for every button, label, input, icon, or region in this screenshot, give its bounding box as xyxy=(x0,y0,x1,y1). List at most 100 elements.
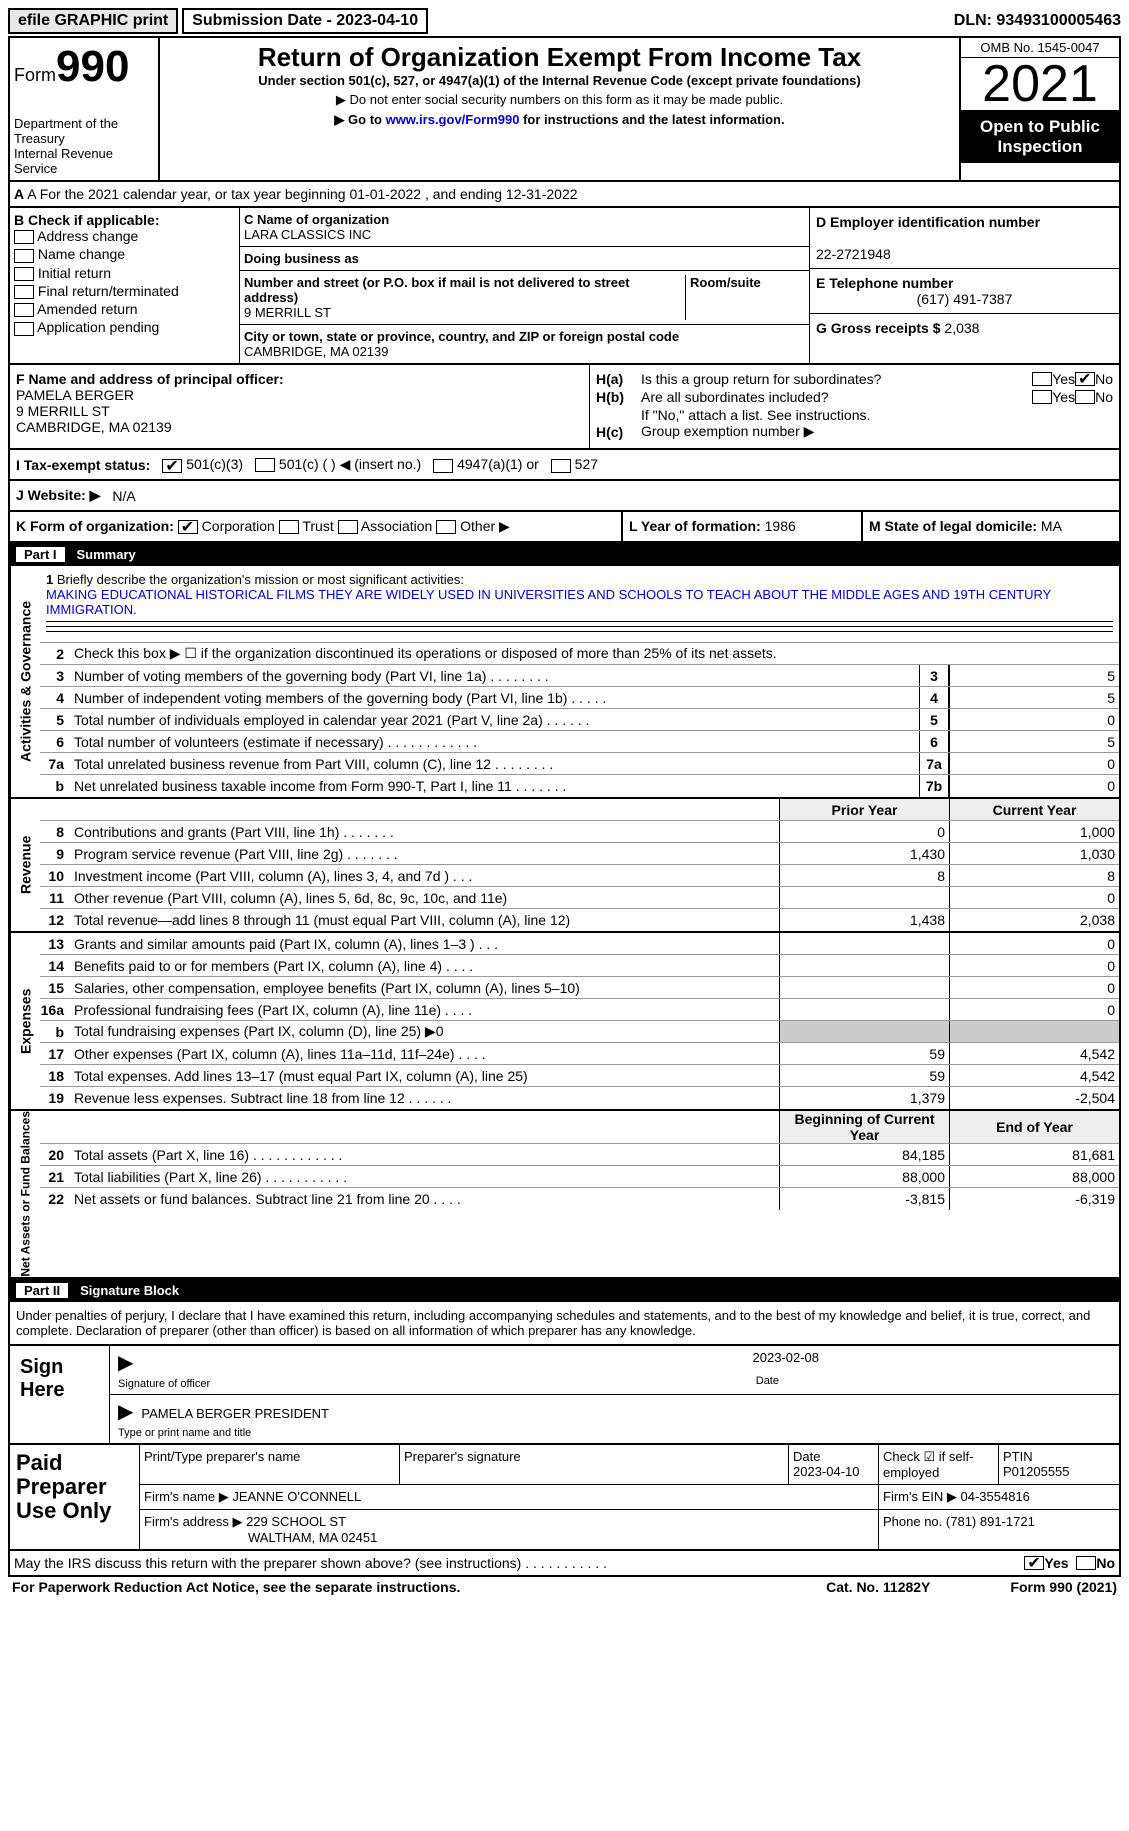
arrow-icon: ▶ xyxy=(118,1401,133,1423)
sig-date: 2023-02-08 xyxy=(753,1350,820,1365)
col-b: B Check if applicable: Address change Na… xyxy=(10,208,240,363)
line-12: 12Total revenue—add lines 8 through 11 (… xyxy=(40,909,1119,931)
row-klm: K Form of organization: Corporation Trus… xyxy=(8,512,1121,543)
col-beg: Beginning of Current Year xyxy=(779,1111,949,1143)
subtitle: Under section 501(c), 527, or 4947(a)(1)… xyxy=(168,73,951,88)
vlabel-exp: Expenses xyxy=(10,933,40,1109)
declaration: Under penalties of perjury, I declare th… xyxy=(10,1302,1119,1344)
section-bcd: B Check if applicable: Address change Na… xyxy=(8,208,1121,365)
firm-ein: 04-3554816 xyxy=(961,1489,1030,1504)
line-20: 20Total assets (Part X, line 16) . . . .… xyxy=(40,1144,1119,1166)
prep-date: 2023-04-10 xyxy=(793,1464,860,1479)
open-public: Open to Public Inspection xyxy=(961,111,1119,163)
ck-final[interactable] xyxy=(14,285,34,299)
line-9: 9Program service revenue (Part VIII, lin… xyxy=(40,843,1119,865)
arrow-icon: ▶ xyxy=(118,1352,133,1374)
line-21: 21Total liabilities (Part X, line 26) . … xyxy=(40,1166,1119,1188)
line-4: 4Number of independent voting members of… xyxy=(40,687,1119,709)
line-17: 17Other expenses (Part IX, column (A), l… xyxy=(40,1043,1119,1065)
col-prior: Prior Year xyxy=(779,799,949,820)
col-curr: Current Year xyxy=(949,799,1119,820)
form-label: Form xyxy=(14,65,56,85)
col-end: End of Year xyxy=(949,1111,1119,1143)
footer-discuss: May the IRS discuss this return with the… xyxy=(8,1551,1121,1577)
firm-addr: 229 SCHOOL ST xyxy=(246,1514,346,1529)
ck-501c[interactable] xyxy=(255,458,275,472)
ck-discuss-yes[interactable] xyxy=(1024,1556,1044,1570)
ck-trust[interactable] xyxy=(279,520,299,534)
form-number: 990 xyxy=(56,42,129,91)
org-street: 9 MERRILL ST xyxy=(244,305,331,320)
line-18: 18Total expenses. Add lines 13–17 (must … xyxy=(40,1065,1119,1087)
activities-governance: Activities & Governance 1 Briefly descri… xyxy=(8,566,1121,799)
part2-header: Part IISignature Block xyxy=(8,1279,1121,1302)
year-formed: 1986 xyxy=(765,518,796,534)
line-b: bTotal fundraising expenses (Part IX, co… xyxy=(40,1021,1119,1043)
ck-other[interactable] xyxy=(436,520,456,534)
sign-here: Sign Here xyxy=(10,1346,110,1443)
mission: 1 Briefly describe the organization's mi… xyxy=(40,566,1119,643)
submission-date: Submission Date - 2023-04-10 xyxy=(182,8,428,34)
ck-addr[interactable] xyxy=(14,230,34,244)
line-14: 14Benefits paid to or for members (Part … xyxy=(40,955,1119,977)
footer-notice: For Paperwork Reduction Act Notice, see … xyxy=(8,1577,1121,1597)
line-22: 22Net assets or fund balances. Subtract … xyxy=(40,1188,1119,1210)
irs: Internal Revenue Service xyxy=(14,146,154,176)
ck-app[interactable] xyxy=(14,322,34,336)
section-fh: F Name and address of principal officer:… xyxy=(8,365,1121,450)
row-i: I Tax-exempt status: 501(c)(3) 501(c) ( … xyxy=(8,450,1121,481)
line-13: 13Grants and similar amounts paid (Part … xyxy=(40,933,1119,955)
line-8: 8Contributions and grants (Part VIII, li… xyxy=(40,821,1119,843)
efile-btn[interactable]: efile GRAPHIC print xyxy=(8,8,178,34)
ck-hb-yes[interactable] xyxy=(1032,390,1052,404)
line-16a: 16aProfessional fundraising fees (Part I… xyxy=(40,999,1119,1021)
vlabel-ag: Activities & Governance xyxy=(10,566,40,797)
self-employed[interactable]: Check ☑ if self-employed xyxy=(879,1445,999,1484)
ck-ha-no[interactable] xyxy=(1075,372,1095,386)
ck-ha-yes[interactable] xyxy=(1032,372,1052,386)
vlabel-rev: Revenue xyxy=(10,799,40,931)
ck-hb-no[interactable] xyxy=(1075,390,1095,404)
state: MA xyxy=(1041,518,1062,534)
row-j: J Website: ▶N/A xyxy=(8,481,1121,512)
line-19: 19Revenue less expenses. Subtract line 1… xyxy=(40,1087,1119,1109)
org-name: LARA CLASSICS INC xyxy=(244,227,371,242)
line-11: 11Other revenue (Part VIII, column (A), … xyxy=(40,887,1119,909)
line-6: 6Total number of volunteers (estimate if… xyxy=(40,731,1119,753)
ck-527[interactable] xyxy=(551,459,571,473)
ck-name[interactable] xyxy=(14,249,34,263)
firm-phone: (781) 891-1721 xyxy=(946,1514,1035,1529)
col-de: D Employer identification number22-27219… xyxy=(809,208,1119,363)
ein: 22-2721948 xyxy=(816,246,891,262)
line-7a: 7aTotal unrelated business revenue from … xyxy=(40,753,1119,775)
expenses: Expenses 13Grants and similar amounts pa… xyxy=(8,933,1121,1111)
ck-501c3[interactable] xyxy=(162,459,182,473)
row-a: A A For the 2021 calendar year, or tax y… xyxy=(8,182,1121,208)
irs-link[interactable]: www.irs.gov/Form990 xyxy=(386,112,520,127)
form-header: Form990 Department of the Treasury Inter… xyxy=(8,36,1121,182)
line-7b: bNet unrelated business taxable income f… xyxy=(40,775,1119,797)
ck-amend[interactable] xyxy=(14,303,34,317)
phone: (617) 491-7387 xyxy=(816,291,1113,307)
topbar: efile GRAPHIC print Submission Date - 20… xyxy=(8,8,1121,34)
mission-text: MAKING EDUCATIONAL HISTORICAL FILMS THEY… xyxy=(46,587,1051,617)
officer-name-title: PAMELA BERGER PRESIDENT xyxy=(141,1406,329,1421)
note-ssn: ▶ Do not enter social security numbers o… xyxy=(168,92,951,108)
ck-4947[interactable] xyxy=(433,459,453,473)
paid-preparer: Paid Preparer Use Only xyxy=(10,1445,140,1549)
ck-init[interactable] xyxy=(14,267,34,281)
ck-assoc[interactable] xyxy=(338,520,358,534)
net-assets: Net Assets or Fund Balances Beginning of… xyxy=(8,1111,1121,1279)
col-c: C Name of organizationLARA CLASSICS INC … xyxy=(240,208,809,363)
officer-city: CAMBRIDGE, MA 02139 xyxy=(16,419,172,435)
dept: Department of the Treasury xyxy=(14,116,154,146)
dln: DLN: 93493100005463 xyxy=(954,12,1121,30)
line-3: 3Number of voting members of the governi… xyxy=(40,665,1119,687)
revenue: Revenue Prior YearCurrent Year 8Contribu… xyxy=(8,799,1121,933)
line-10: 10Investment income (Part VIII, column (… xyxy=(40,865,1119,887)
ck-corp[interactable] xyxy=(178,520,198,534)
website: N/A xyxy=(112,488,135,504)
ck-discuss-no[interactable] xyxy=(1076,1556,1096,1570)
officer-street: 9 MERRILL ST xyxy=(16,403,110,419)
firm-name: JEANNE O'CONNELL xyxy=(232,1489,361,1504)
